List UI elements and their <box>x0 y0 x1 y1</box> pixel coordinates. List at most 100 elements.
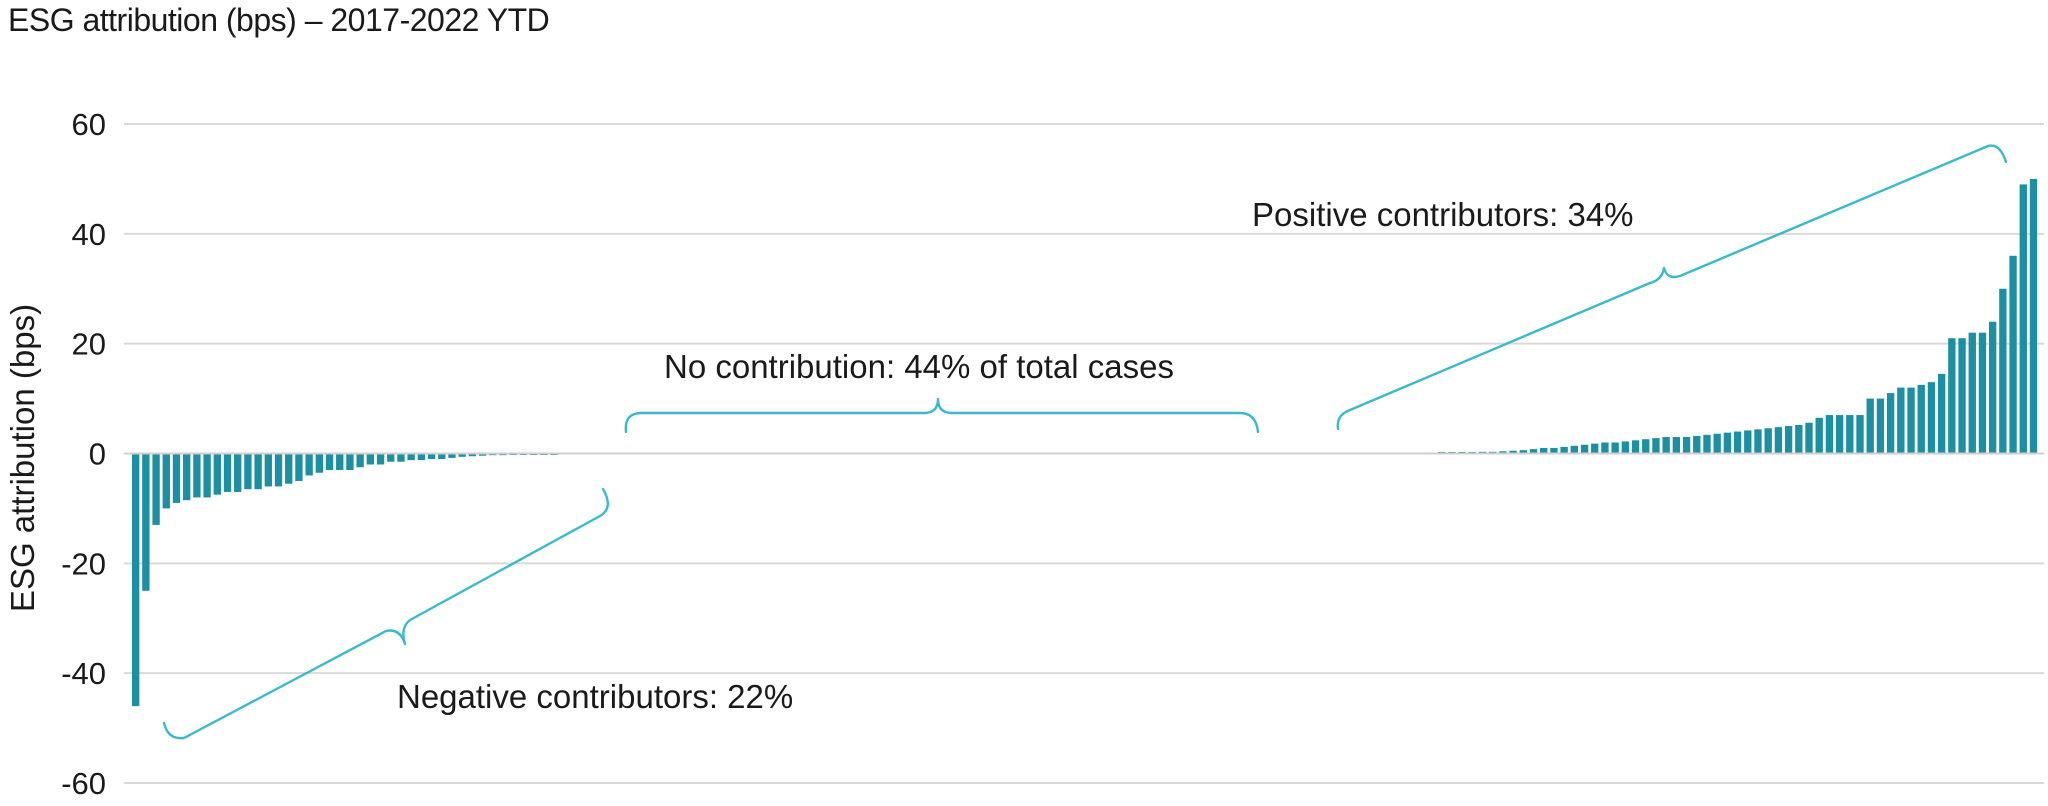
bar <box>346 453 354 470</box>
bar <box>1876 398 1885 454</box>
bar <box>458 453 466 457</box>
bar <box>1968 332 1976 454</box>
y-tick-label: -60 <box>61 766 106 801</box>
bar <box>366 453 375 465</box>
bar <box>285 453 293 484</box>
bar <box>407 453 415 461</box>
bar <box>1580 444 1589 454</box>
bar <box>315 453 324 473</box>
bar <box>142 453 150 591</box>
bar <box>162 453 170 509</box>
bar <box>1999 288 2007 454</box>
y-tick-label: 20 <box>72 327 106 362</box>
y-tick-label: -40 <box>61 656 106 691</box>
bar <box>1509 450 1517 454</box>
bar <box>1703 434 1711 454</box>
bar <box>1672 437 1681 454</box>
bar <box>1927 382 1936 454</box>
bar <box>1815 417 1823 454</box>
bar <box>1948 338 1956 454</box>
bar <box>1621 441 1630 454</box>
bar <box>1774 427 1783 454</box>
bar <box>1805 422 1813 454</box>
bar <box>244 453 252 490</box>
annotation-negative: Negative contributors: 22% <box>397 678 793 715</box>
bar <box>183 453 191 501</box>
bar <box>1754 429 1762 454</box>
bar <box>132 453 140 707</box>
y-tick-label: 40 <box>72 217 106 252</box>
bar <box>213 453 221 495</box>
annotation-positive: Positive contributors: 34% <box>1252 196 1634 233</box>
bar <box>1856 415 1864 454</box>
bar <box>1988 321 1997 454</box>
bar <box>295 453 303 481</box>
bar <box>336 453 344 470</box>
bracket-none <box>624 397 1260 434</box>
bar <box>1540 448 1548 454</box>
bar <box>2029 178 2038 454</box>
bar <box>397 453 405 462</box>
bar <box>1897 387 1905 454</box>
brackets <box>162 144 2008 740</box>
bar <box>1825 415 1834 454</box>
bar <box>1744 430 1752 454</box>
bar <box>172 453 181 503</box>
y-axis-title: ESG attribution (bps) <box>4 304 41 612</box>
bar <box>203 453 211 498</box>
bar <box>468 453 477 457</box>
bar <box>1733 431 1742 454</box>
bar <box>1499 451 1507 454</box>
y-tick-label: -20 <box>61 546 106 581</box>
bar <box>1560 446 1568 454</box>
bar <box>1835 415 1844 454</box>
bracket-positive <box>1336 144 2008 431</box>
bar <box>478 453 487 456</box>
bar <box>1529 449 1538 454</box>
bar <box>325 453 334 470</box>
bar <box>376 453 385 465</box>
bar <box>1611 442 1619 454</box>
bar <box>1795 424 1803 454</box>
bar <box>2019 184 2027 454</box>
bar <box>264 453 272 487</box>
bar <box>1866 398 1874 454</box>
bar <box>193 453 201 498</box>
bar <box>1519 450 1527 454</box>
y-tick-label: 60 <box>72 107 106 142</box>
bar <box>1886 393 1895 454</box>
bar <box>1642 439 1650 454</box>
bar <box>1682 437 1691 454</box>
bar <box>448 453 456 458</box>
bar <box>305 453 313 476</box>
bar <box>1601 442 1609 454</box>
bar <box>1958 338 1966 454</box>
bar <box>356 453 364 468</box>
bar <box>1764 428 1772 454</box>
bar <box>2009 255 2017 454</box>
bar <box>1652 438 1660 454</box>
bar <box>223 453 232 492</box>
bar <box>1907 387 1915 454</box>
bar <box>1662 437 1670 454</box>
bar <box>1978 332 1987 454</box>
bar <box>1550 448 1558 454</box>
bar <box>1693 435 1701 454</box>
annotation-none: No contribution: 44% of total cases <box>664 348 1174 385</box>
bar <box>1723 432 1732 454</box>
bar <box>1570 445 1578 454</box>
bar <box>1917 384 1925 454</box>
bar <box>427 453 436 459</box>
bar <box>254 453 262 490</box>
bar <box>234 453 242 492</box>
bar <box>1784 426 1793 454</box>
bar <box>1631 440 1640 454</box>
bars <box>132 178 2038 707</box>
bar <box>1846 415 1854 454</box>
bar <box>387 453 395 462</box>
bar <box>1937 373 1946 454</box>
chart-title: ESG attribution (bps) – 2017-2022 YTD <box>8 2 550 38</box>
y-tick-label: 0 <box>89 437 106 472</box>
bar <box>152 453 160 525</box>
